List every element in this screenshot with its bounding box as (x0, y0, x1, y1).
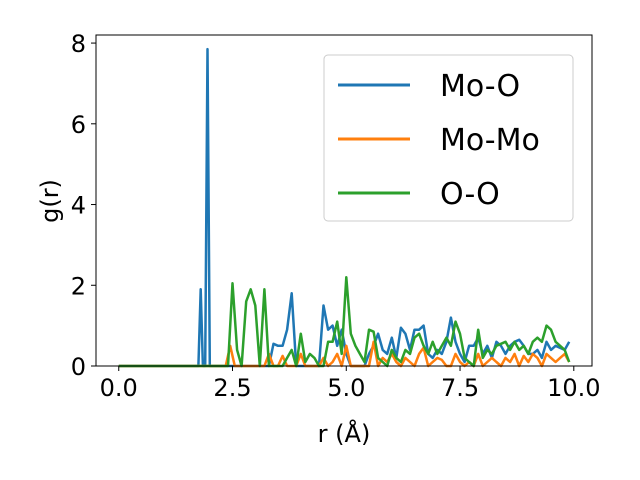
x-tick-label: 0.0 (100, 374, 138, 402)
y-axis-label: g(r) (36, 179, 64, 223)
legend-box (323, 54, 574, 222)
x-tick-label: 2.5 (213, 374, 251, 402)
x-tick-label: 5.0 (327, 374, 365, 402)
legend: Mo-O Mo-Mo O-O (323, 54, 574, 222)
x-tick-label: 7.5 (441, 374, 479, 402)
y-tick-label: 6 (71, 111, 86, 139)
plot-frame (95, 34, 593, 367)
y-tick-label: 2 (71, 272, 86, 300)
legend-label-mo-o: Mo-O (440, 69, 520, 104)
x-tick-label: 10.0 (547, 374, 600, 402)
y-axis: 0 2 4 6 8 (71, 30, 96, 381)
legend-label-o-o: O-O (440, 177, 500, 212)
y-tick-label: 0 (71, 353, 86, 381)
y-tick-label: 8 (71, 30, 86, 58)
x-axis-label: r (Å) (318, 419, 371, 448)
y-tick-label: 4 (71, 192, 86, 220)
legend-label-mo-mo: Mo-Mo (440, 123, 540, 158)
x-axis: 0.0 2.5 5.0 7.5 10.0 (100, 366, 601, 402)
